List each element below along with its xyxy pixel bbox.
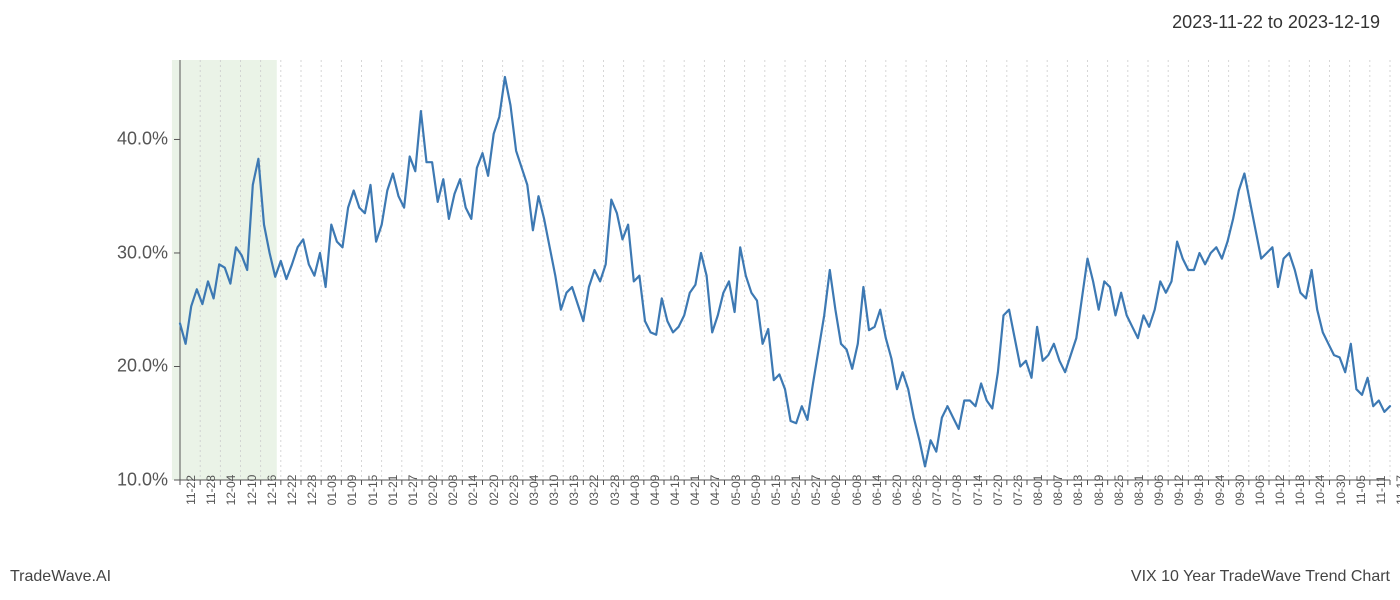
- x-tick-label: 08-19: [1092, 475, 1106, 506]
- x-tick-label: 09-12: [1172, 475, 1186, 506]
- x-tick-label: 05-03: [729, 475, 743, 506]
- x-tick-label: 12-10: [245, 475, 259, 506]
- x-tick-label: 04-09: [648, 475, 662, 506]
- x-tick-label: 02-20: [487, 475, 501, 506]
- line-chart: [0, 50, 1400, 530]
- y-tick-label: 10.0%: [117, 470, 168, 491]
- x-tick-label: 09-30: [1233, 475, 1247, 506]
- x-tick-label: 08-13: [1071, 475, 1085, 506]
- x-tick-label: 12-04: [224, 475, 238, 506]
- x-tick-label: 01-15: [366, 475, 380, 506]
- x-tick-label: 03-04: [527, 475, 541, 506]
- x-tick-label: 06-14: [870, 475, 884, 506]
- x-tick-label: 07-02: [930, 475, 944, 506]
- x-tick-label: 07-20: [991, 475, 1005, 506]
- x-tick-label: 10-06: [1253, 475, 1267, 506]
- x-tick-label: 07-14: [971, 475, 985, 506]
- x-tick-label: 05-15: [769, 475, 783, 506]
- chart-title: VIX 10 Year TradeWave Trend Chart: [1131, 568, 1390, 586]
- x-tick-label: 12-28: [305, 475, 319, 506]
- x-tick-label: 02-08: [446, 475, 460, 506]
- x-tick-label: 03-22: [587, 475, 601, 506]
- x-tick-label: 09-06: [1152, 475, 1166, 506]
- x-tick-label: 09-24: [1213, 475, 1227, 506]
- x-tick-label: 04-27: [708, 475, 722, 506]
- x-tick-label: 03-28: [608, 475, 622, 506]
- x-tick-label: 10-12: [1273, 475, 1287, 506]
- x-tick-label: 08-07: [1051, 475, 1065, 506]
- x-tick-label: 11-11: [1374, 476, 1388, 505]
- x-tick-label: 06-08: [850, 475, 864, 506]
- y-tick-label: 40.0%: [117, 129, 168, 150]
- x-tick-label: 04-21: [688, 475, 702, 506]
- x-tick-label: 05-09: [749, 475, 763, 506]
- x-tick-label: 08-01: [1031, 475, 1045, 506]
- x-tick-label: 01-21: [386, 475, 400, 506]
- brand-label: TradeWave.AI: [10, 568, 111, 586]
- chart-container: 10.0% 20.0% 30.0% 40.0% 11-22 11-28 12-04 12-1…: [0, 50, 1400, 530]
- x-tick-label: 11-28: [204, 475, 218, 505]
- x-tick-label: 08-31: [1132, 475, 1146, 506]
- x-tick-label: 04-15: [668, 475, 682, 506]
- x-tick-label: 03-16: [567, 475, 581, 506]
- x-tick-label: 05-27: [809, 475, 823, 506]
- x-tick-label: 09-18: [1192, 475, 1206, 506]
- x-tick-label: 08-25: [1112, 475, 1126, 506]
- x-tick-label: 10-24: [1313, 475, 1327, 506]
- x-tick-label: 10-18: [1293, 475, 1307, 506]
- y-tick-label: 20.0%: [117, 356, 168, 377]
- x-tick-label: 12-16: [265, 475, 279, 506]
- x-tick-label: 01-27: [406, 475, 420, 506]
- x-tick-label: 12-22: [285, 475, 299, 506]
- x-tick-label: 06-26: [910, 475, 924, 506]
- x-tick-label: 10-30: [1334, 475, 1348, 506]
- x-tick-label: 06-02: [829, 475, 843, 506]
- x-tick-label: 07-08: [950, 475, 964, 506]
- x-tick-label: 07-26: [1011, 475, 1025, 506]
- date-range-label: 2023-11-22 to 2023-12-19: [1172, 12, 1380, 33]
- y-tick-label: 30.0%: [117, 242, 168, 263]
- x-tick-label: 06-20: [890, 475, 904, 506]
- x-tick-label: 02-02: [426, 475, 440, 506]
- x-tick-label: 11-17: [1394, 475, 1400, 505]
- x-tick-label: 03-10: [547, 475, 561, 506]
- x-tick-label: 02-26: [507, 475, 521, 506]
- x-tick-label: 05-21: [789, 475, 803, 506]
- x-tick-label: 02-14: [466, 475, 480, 506]
- x-tick-label: 01-03: [325, 475, 339, 506]
- x-tick-label: 11-05: [1354, 475, 1368, 505]
- x-tick-label: 04-03: [628, 475, 642, 506]
- x-tick-label: 01-09: [345, 475, 359, 506]
- x-tick-label: 11-22: [184, 475, 198, 505]
